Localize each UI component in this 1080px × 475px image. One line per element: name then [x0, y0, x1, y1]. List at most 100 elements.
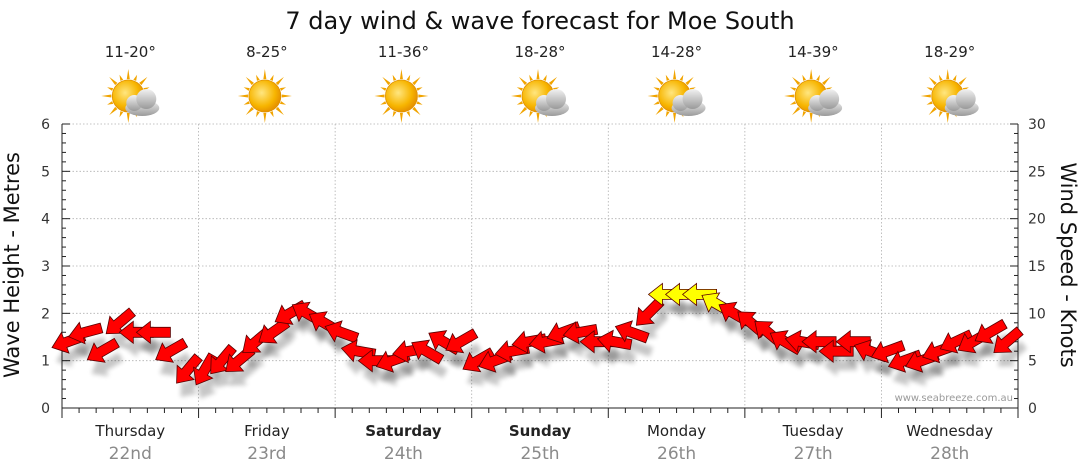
sun-ray [946, 69, 950, 80]
temperature-label: 11-20° [105, 43, 156, 61]
right-axis-ticks: 0 5 10 15 20 25 30 [1010, 117, 1046, 417]
right-tick-label: 30 [1028, 117, 1046, 133]
day-date: 27th [794, 444, 833, 464]
sun-ray [399, 69, 403, 80]
sun-ray [511, 94, 522, 98]
sun-ray [416, 101, 423, 105]
day-name: Tuesday [782, 422, 844, 440]
sun-ray [382, 106, 391, 116]
sun-ray [938, 111, 943, 118]
sun-ray [516, 87, 523, 91]
sun-ray [536, 112, 540, 123]
sun-ray [279, 101, 287, 105]
wind-arrow [614, 320, 650, 344]
right-tick-label: 25 [1028, 164, 1046, 180]
sun-ray [256, 74, 260, 81]
sun-ray [946, 112, 950, 123]
sun-ray [536, 69, 540, 80]
sun-ray [382, 76, 391, 86]
right-tick-label: 10 [1028, 306, 1046, 322]
partly-cloudy-icon [647, 69, 706, 123]
sun-ray [958, 76, 967, 86]
wind-arrow [596, 329, 633, 353]
sun-ray [406, 111, 411, 118]
wind-arrow [870, 340, 906, 364]
sun-ray [920, 94, 931, 98]
sun-ray [653, 101, 660, 105]
sun-disc [385, 79, 418, 113]
sun-ray [792, 76, 801, 86]
wind-arrow-shadow [262, 332, 294, 358]
day-name: Wednesday [906, 422, 993, 440]
wind-arrow [445, 328, 479, 354]
day-date: 23rd [247, 444, 286, 464]
cloud-shape [125, 89, 160, 116]
sun-ray [139, 76, 148, 86]
sun-ray [279, 87, 287, 91]
temperature-label: 14-28° [651, 43, 702, 61]
day-date: 28th [930, 444, 969, 464]
day-date: 26th [657, 444, 696, 464]
sun-ray [928, 76, 937, 86]
sun-ray [802, 74, 807, 81]
left-tick-label: 3 [41, 259, 50, 275]
sun-ray [412, 76, 421, 86]
sun-ray [133, 74, 138, 81]
temperature-label: 18-29° [924, 43, 975, 61]
sun-ray [245, 106, 254, 116]
day-date: 25th [520, 444, 559, 464]
wind-arrow-shadow [91, 352, 124, 377]
sun-ray [412, 106, 421, 116]
sun-ray [374, 94, 385, 98]
sun-ray [647, 94, 658, 98]
sun-ray [119, 74, 124, 81]
sun-ray [263, 112, 267, 123]
sun-ray [380, 101, 387, 105]
left-tick-label: 2 [41, 306, 50, 322]
cloud-shape [671, 89, 706, 116]
wind-arrow-shadow [159, 352, 192, 377]
sun-icon [374, 69, 429, 123]
sun-ray [126, 69, 130, 80]
partly-cloudy-icon [784, 69, 843, 123]
day-name: Sunday [509, 422, 572, 440]
sun-ray [665, 74, 670, 81]
temperature-label: 14-39° [788, 43, 839, 61]
wind-arrow [324, 320, 360, 344]
sun-ray [816, 74, 820, 81]
day-name: Thursday [94, 422, 165, 440]
cloud-puff [955, 89, 976, 109]
sun-ray [269, 111, 274, 118]
sun-ray [529, 74, 533, 81]
wind-arrow [818, 339, 854, 364]
sun-ray [926, 87, 933, 91]
sun-ray [275, 76, 284, 86]
cloud-shape [808, 89, 843, 116]
sun-ray [548, 76, 558, 86]
cloud-shape [535, 89, 569, 116]
sun-ray [237, 94, 248, 98]
sun-ray [789, 87, 797, 91]
right-tick-label: 5 [1028, 354, 1037, 370]
sun-ray [392, 111, 397, 118]
sun-ray [406, 74, 411, 81]
sun-ray [802, 111, 807, 118]
wind-arrow [562, 321, 599, 345]
cloud-puff [136, 89, 157, 109]
temperature-label: 18-28° [514, 43, 565, 61]
cloud-puff [546, 89, 566, 109]
cloud-shape [944, 89, 979, 116]
sun-ray [418, 94, 429, 98]
wind-arrows [51, 282, 1024, 386]
partly-cloudy-icon [920, 69, 979, 123]
wind-arrow [993, 326, 1024, 354]
day-name: Saturday [365, 422, 442, 440]
sun-disc [248, 79, 282, 113]
sun-ray [789, 101, 797, 105]
cloud-puff [682, 89, 703, 109]
wind-arrow [135, 320, 171, 345]
temperature-label: 11-36° [378, 43, 429, 61]
day-name: Monday [647, 422, 706, 440]
sun-ray [673, 112, 677, 123]
